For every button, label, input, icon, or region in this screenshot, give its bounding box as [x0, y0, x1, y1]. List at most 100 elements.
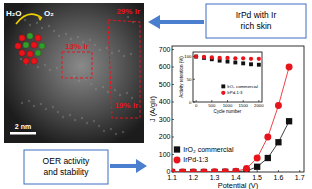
data-point — [179, 169, 185, 172]
box-line: IrPd with Ir — [236, 10, 277, 20]
x-tick-label: 1000 — [223, 103, 233, 108]
legend-label: IrO₂ commercial — [183, 146, 234, 153]
lattice-dot — [107, 91, 109, 93]
y-tick-label: 500 — [159, 81, 171, 88]
lattice-dot — [57, 111, 59, 113]
x-tick — [278, 170, 279, 172]
data-point — [286, 64, 293, 71]
atom — [19, 35, 25, 41]
x-tick-label: 2000 — [254, 103, 264, 108]
data-point — [172, 169, 175, 172]
lattice-dot — [28, 100, 30, 102]
lattice-dot — [53, 30, 55, 32]
arrow — [110, 159, 147, 173]
lattice-dot — [45, 108, 47, 110]
data-point — [222, 168, 229, 172]
text-box — [24, 150, 108, 184]
x-tick-label: 1.5 — [252, 174, 262, 181]
plot-frame — [193, 52, 262, 102]
lattice-dot — [65, 33, 67, 35]
data-point — [257, 63, 261, 67]
x-tick — [257, 170, 258, 172]
atom — [23, 42, 29, 48]
lattice-dot — [118, 50, 120, 52]
legend-marker — [174, 157, 181, 164]
lattice-dot — [122, 131, 124, 133]
atom — [27, 33, 33, 39]
x-tick — [227, 100, 228, 102]
x-axis-label: Cycle number — [214, 109, 242, 114]
legend-marker — [221, 91, 225, 95]
x-tick — [258, 100, 259, 102]
lattice-dot — [110, 128, 112, 130]
x-tick — [211, 100, 212, 102]
x-tick-label: 1.3 — [210, 174, 220, 181]
region-box — [62, 52, 92, 78]
lattice-dot — [74, 119, 76, 121]
data-point — [202, 55, 206, 59]
x-tick-label: 1500 — [238, 103, 248, 108]
lattice-dot — [98, 125, 100, 127]
x-tick-label: 1.4 — [231, 174, 241, 181]
y-tick — [172, 119, 174, 120]
lattice-dot — [119, 94, 121, 96]
lattice-dot — [131, 97, 133, 99]
data-point — [275, 139, 281, 145]
lattice-dot — [115, 133, 117, 135]
lattice-dot — [52, 106, 54, 108]
lattice-dot — [49, 69, 51, 71]
lattice-dot — [114, 89, 116, 91]
y-tick-label: 100 — [184, 54, 192, 59]
lattice-dot — [41, 27, 43, 29]
data-point — [249, 62, 253, 66]
data-point — [254, 164, 260, 170]
atom — [35, 50, 41, 56]
box-line: rich skin — [240, 21, 271, 31]
lattice-dot — [102, 86, 104, 88]
lattice-dot — [24, 19, 26, 21]
data-point — [210, 55, 214, 59]
box-line: and stability — [44, 167, 90, 177]
lattice-dot — [99, 49, 101, 51]
data-point — [172, 169, 175, 172]
y-tick-label: 300 — [159, 116, 171, 123]
data-point — [265, 155, 271, 161]
lattice-dot — [93, 120, 95, 122]
data-point — [241, 56, 245, 60]
data-point — [190, 169, 196, 172]
lattice-dot — [81, 117, 83, 119]
lattice-dot — [103, 130, 105, 132]
data-point — [226, 60, 230, 64]
y-axis-label: J (A/gIr) — [148, 96, 157, 122]
x-tick-label: 500 — [208, 103, 216, 108]
legend-label: IrO₂ commercial — [227, 84, 258, 89]
lattice-dot — [58, 35, 60, 37]
tem-image — [4, 3, 144, 143]
y-tick-label: 600 — [159, 63, 171, 70]
lattice-dot — [123, 55, 125, 57]
x-tick — [196, 100, 197, 102]
y-tick — [172, 102, 174, 103]
data-point — [179, 169, 186, 172]
lattice-dot — [94, 44, 96, 46]
atom — [35, 35, 41, 41]
canvas: H₂OO₂29% Ir13% Ir19% Ir2 nmIrPd with Irr… — [0, 0, 312, 189]
lattice-dot — [62, 116, 64, 118]
y-tick-label: 700 — [159, 46, 171, 53]
y-tick-label: 100 — [159, 151, 171, 158]
atom — [19, 50, 25, 56]
data-point — [211, 169, 217, 172]
box-text: IrPd with Irrich skin — [236, 10, 277, 31]
image-label: 13% Ir — [65, 42, 89, 51]
y-tick — [172, 84, 174, 85]
data-point — [254, 155, 261, 162]
data-point — [264, 134, 271, 141]
data-point — [286, 118, 292, 124]
x-tick-label: 1.7 — [295, 174, 305, 181]
lattice-dot — [86, 122, 88, 124]
y-tick-label: 50 — [187, 77, 192, 82]
lattice-dot — [37, 66, 39, 68]
legend-marker — [174, 146, 180, 152]
series-line — [172, 121, 289, 172]
data-point — [232, 168, 239, 172]
